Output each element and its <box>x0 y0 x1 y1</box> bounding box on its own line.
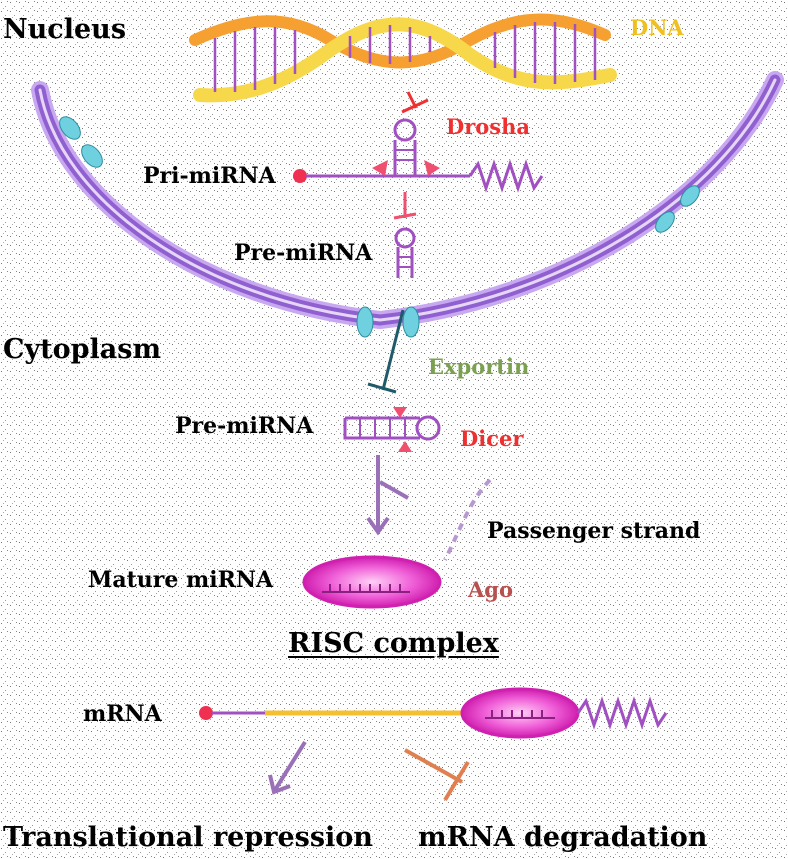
pri-mirna-label: Pri-miRNA <box>143 163 276 189</box>
translational-repression-label: Translational repression <box>3 822 373 853</box>
pre-mirna-nuclear-label: Pre-miRNA <box>234 240 373 266</box>
nuclear-pore <box>655 211 675 233</box>
dicer-processing-arrows <box>366 455 409 536</box>
mrna-molecule <box>199 687 668 739</box>
nuclear-pore <box>81 144 103 168</box>
degradation-arrow <box>404 748 470 802</box>
nuclear-pore <box>402 306 420 338</box>
drosha-cut-right <box>424 160 440 176</box>
dna-strand-yellow <box>193 17 617 103</box>
exportin-arrow <box>367 309 405 394</box>
ago-protein <box>302 555 442 609</box>
risc-ago-complex <box>302 555 442 609</box>
pre-mirna-cyto-hairpin <box>343 415 441 441</box>
dicer-cut-bottom <box>398 441 412 452</box>
ago-on-mrna <box>460 687 580 739</box>
mature-mirna-strand <box>322 584 410 593</box>
dna-strand-orange <box>189 13 611 69</box>
drosha-label: Drosha <box>446 114 530 139</box>
pri-mirna-molecule <box>293 118 544 193</box>
exportin-label: Exportin <box>428 354 530 379</box>
nuclear-pore <box>680 185 700 207</box>
mrna-label: mRNA <box>83 701 162 727</box>
pre-mirna-cyto-label: Pre-miRNA <box>175 413 314 439</box>
dna-base-pairs <box>213 22 597 92</box>
pri-mirna-cap <box>293 169 307 183</box>
passenger-strand-label: Passenger strand <box>487 518 701 544</box>
mrna-degradation-label: mRNA degradation <box>418 822 708 853</box>
drosha-cut-left <box>372 160 388 176</box>
drosha-processing-arrow <box>393 192 417 220</box>
transcription-arrow <box>401 91 429 114</box>
dna-helix <box>189 13 617 103</box>
mrna-polya-tail <box>576 696 668 730</box>
nuclear-pore <box>59 116 81 140</box>
cytoplasm-label: Cytoplasm <box>3 334 162 365</box>
nuclear-pore <box>356 306 374 338</box>
dicer-label: Dicer <box>460 426 524 451</box>
nuclear-pores <box>59 116 700 338</box>
risc-complex-label: RISC complex <box>288 628 499 659</box>
dna-label: DNA <box>630 15 684 40</box>
dicer-cut-top <box>393 407 407 418</box>
nuclear-membrane <box>31 71 784 330</box>
pre-mirna-nuclear-hairpin <box>394 227 416 278</box>
mrna-cap <box>199 706 213 720</box>
passenger-strand <box>443 478 492 561</box>
mature-mirna-label: Mature miRNA <box>88 567 274 593</box>
nucleus-label: Nucleus <box>3 14 127 45</box>
ago-label: Ago <box>468 577 513 602</box>
pri-mirna-polya-tail <box>468 159 544 193</box>
repression-arrow <box>268 740 307 795</box>
